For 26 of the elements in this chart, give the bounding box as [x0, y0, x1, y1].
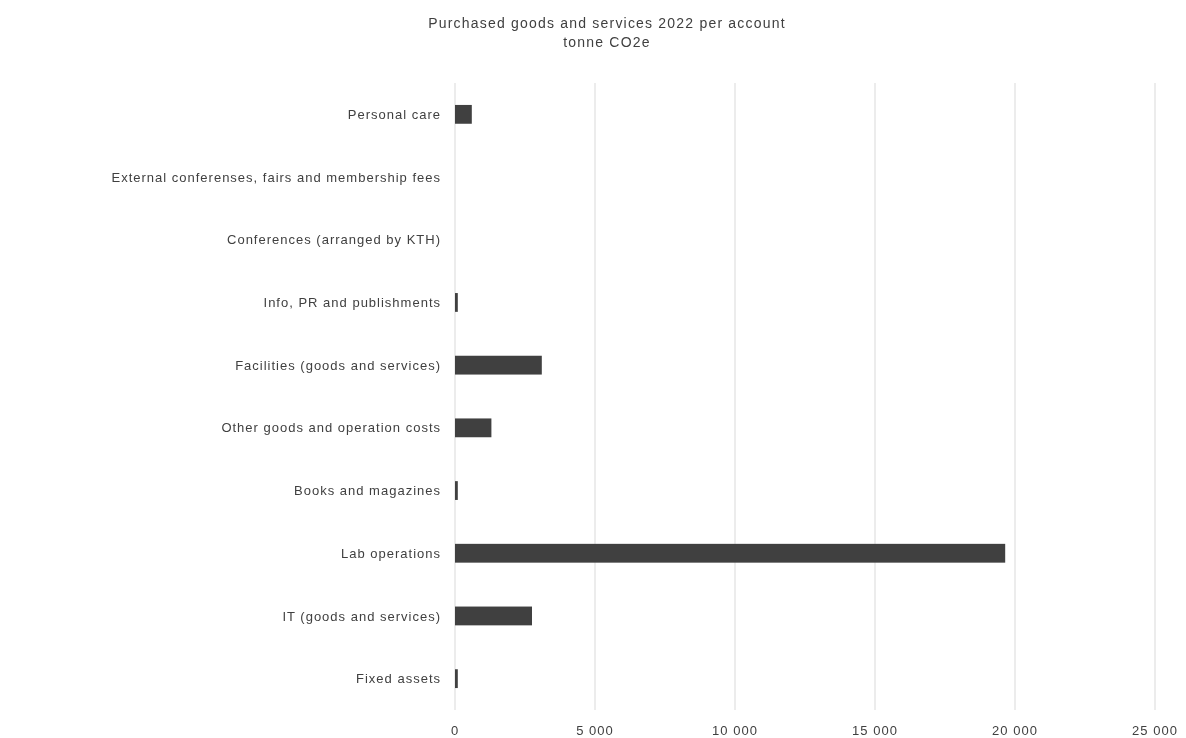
chart-title: Purchased goods and services 2022 per account	[428, 15, 786, 31]
x-tick-label: 20 000	[992, 723, 1038, 738]
y-tick-label: Facilities (goods and services)	[235, 357, 441, 373]
bar	[455, 481, 458, 500]
bar	[455, 104, 472, 124]
y-tick-label: Conferences (arranged by KTH)	[227, 232, 441, 248]
y-tick-label: External conferenses, fairs and membership fees	[111, 169, 441, 185]
chart-subtitle: tonne CO2e	[563, 34, 651, 50]
x-tick-label: 10 000	[712, 723, 758, 738]
bar	[455, 606, 532, 626]
y-tick-label: Info, PR and publishments	[263, 295, 441, 310]
bar	[455, 355, 542, 375]
x-tick-label: 0	[450, 723, 460, 738]
y-tick-label: Personal care	[347, 106, 441, 122]
y-tick-label: Lab operations	[340, 545, 441, 561]
x-tick-label: 5 000	[576, 723, 614, 738]
bar	[455, 418, 492, 438]
y-tick-label: Fixed assets	[356, 671, 441, 687]
y-tick-label: Books and magazines	[294, 483, 441, 499]
x-tick-label: 15 000	[852, 723, 898, 738]
y-tick-label: IT (goods and services)	[282, 608, 441, 624]
bar	[455, 293, 458, 312]
bar	[455, 543, 1006, 563]
y-tick-label: Other goods and operation costs	[221, 420, 441, 436]
x-tick-label: 25 000	[1132, 723, 1178, 738]
bar	[455, 669, 458, 689]
